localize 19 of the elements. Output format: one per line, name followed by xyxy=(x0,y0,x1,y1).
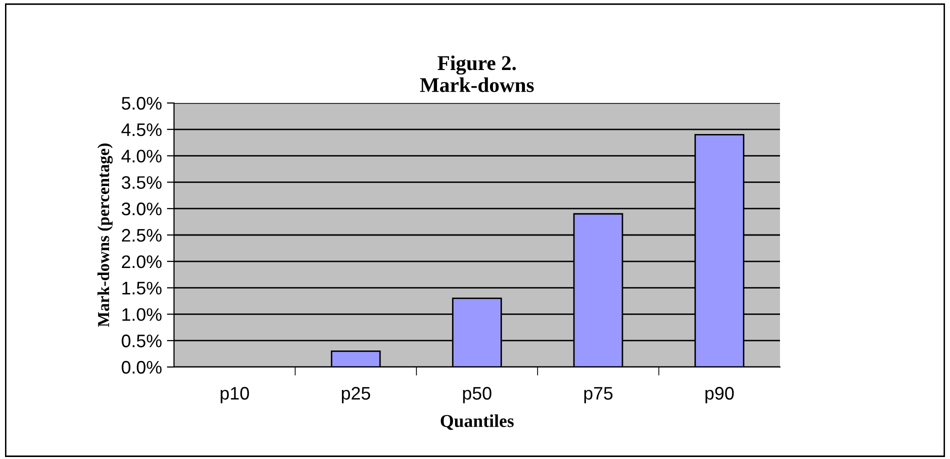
y-tick-label: 2.5% xyxy=(122,228,162,242)
y-tick-label: 5.0% xyxy=(122,96,162,110)
y-tick-label: 0.0% xyxy=(122,360,162,374)
y-tick-label: 4.0% xyxy=(121,150,162,163)
y-tick-label: 2.0% xyxy=(122,255,162,268)
y-tick-label: 0.5% xyxy=(122,334,162,348)
x-tick-label: p75 xyxy=(584,387,613,404)
y-tick-label: 1.0% xyxy=(122,308,162,321)
y-axis-title: Mark-downs (percentage) xyxy=(97,144,113,327)
x-tick-label: p90 xyxy=(706,386,734,404)
chart-title: Figure 2. Mark-downs xyxy=(420,55,534,92)
x-tick-label: p25 xyxy=(342,386,370,404)
y-tick-label: 3.0% xyxy=(122,202,162,216)
y-tick-label: 1.5% xyxy=(122,282,162,295)
x-tick-label: p50 xyxy=(463,386,492,404)
x-axis-title: Quantiles xyxy=(440,414,514,430)
y-tick-label: 4.5% xyxy=(121,123,162,136)
x-tick-label: p10 xyxy=(220,386,249,404)
y-tick-label: 3.5% xyxy=(122,176,162,189)
